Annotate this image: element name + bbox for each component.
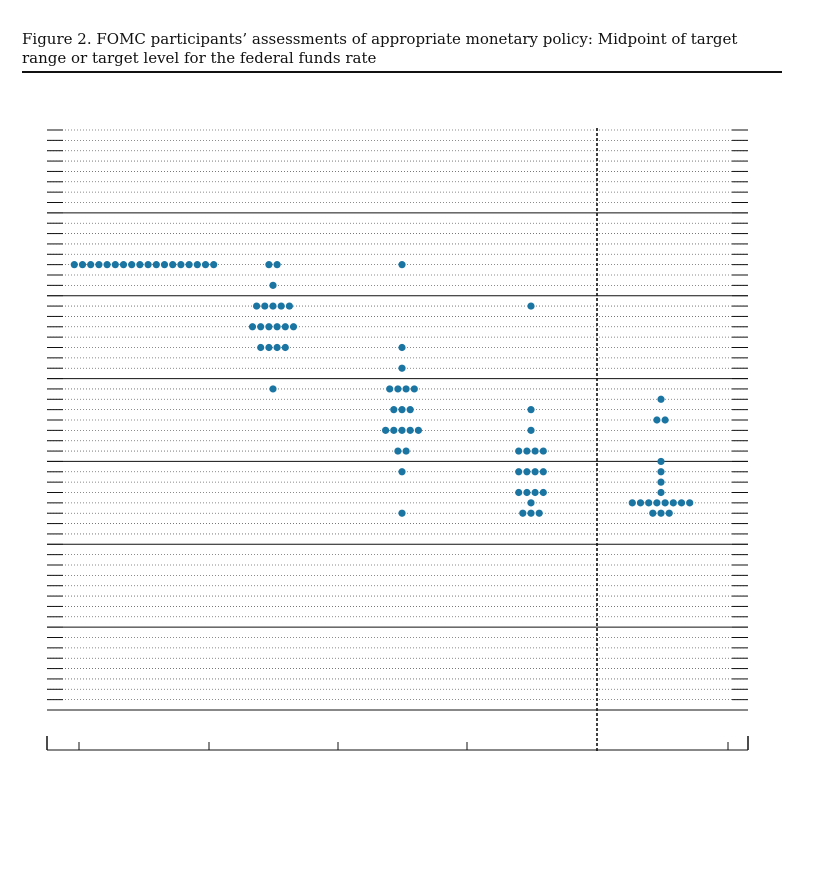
participant-dot — [382, 426, 390, 434]
participant-dot — [177, 261, 185, 269]
participant-dot — [269, 302, 277, 310]
participant-dot — [273, 343, 281, 352]
participant-dot — [87, 261, 95, 269]
participant-dot — [649, 509, 657, 517]
participant-dot — [398, 364, 406, 372]
participant-dot — [531, 488, 539, 497]
participant-dot — [160, 261, 169, 269]
participant-dot — [414, 426, 422, 434]
figure-title: Figure 2. FOMC participants’ assessments… — [22, 30, 738, 67]
participant-dot — [398, 509, 406, 517]
participant-dot — [410, 385, 418, 393]
participant-dot — [523, 447, 531, 455]
participant-dot — [665, 509, 673, 517]
participant-dot — [523, 468, 531, 476]
participant-dot — [527, 499, 535, 507]
participant-dot — [661, 499, 669, 507]
participant-dot — [119, 261, 128, 269]
participant-dot — [527, 302, 535, 310]
participant-dot — [257, 343, 265, 352]
participant-dot — [193, 261, 201, 269]
participant-dot — [539, 488, 547, 497]
participant-dot — [152, 261, 160, 269]
participant-dot — [269, 281, 277, 289]
participant-dot — [269, 385, 277, 393]
participant-dot — [527, 406, 535, 414]
participant-dot — [686, 499, 694, 507]
participant-dot — [144, 261, 152, 269]
participant-dot — [677, 499, 686, 507]
participant-dot — [398, 426, 406, 434]
participant-dot — [261, 302, 269, 310]
participant-dot — [136, 261, 144, 269]
participant-dot — [527, 426, 535, 434]
participant-dot — [669, 499, 677, 507]
participant-dot — [523, 488, 531, 497]
participant-dot — [185, 261, 193, 269]
participant-dot — [253, 302, 261, 310]
participant-dot — [394, 385, 402, 393]
participant-dot — [657, 478, 665, 486]
participant-dot — [531, 468, 539, 476]
participant-dot — [515, 447, 523, 455]
participant-dot — [628, 499, 636, 507]
participant-dot — [535, 509, 543, 517]
participant-dot — [402, 385, 410, 393]
participant-dot — [265, 261, 273, 269]
participant-dot — [257, 323, 265, 331]
participant-dot — [539, 447, 547, 455]
participant-dot — [273, 261, 281, 269]
participant-dot — [398, 468, 406, 476]
participant-dot — [95, 261, 103, 269]
participant-dot — [402, 447, 410, 455]
participant-dot — [515, 488, 523, 497]
participant-dot — [273, 323, 281, 331]
participant-dot — [277, 302, 285, 310]
data-points — [70, 261, 694, 517]
axes — [46, 128, 749, 752]
title-rule — [22, 71, 782, 73]
participant-dot — [103, 261, 111, 269]
participant-dot — [636, 499, 645, 507]
participant-dot — [398, 261, 406, 269]
participant-dot — [281, 323, 289, 331]
participant-dot — [78, 261, 87, 269]
grid-lines — [47, 129, 748, 711]
participant-dot — [527, 509, 535, 517]
participant-dot — [531, 447, 539, 455]
participant-dot — [289, 323, 298, 331]
participant-dot — [539, 468, 547, 476]
participant-dot — [653, 499, 661, 507]
participant-dot — [386, 385, 394, 393]
participant-dot — [406, 406, 414, 414]
participant-dot — [657, 509, 665, 517]
participant-dot — [657, 468, 665, 476]
participant-dot — [70, 261, 78, 269]
participant-dot — [661, 416, 669, 424]
participant-dot — [390, 406, 398, 414]
participant-dot — [515, 468, 523, 476]
participant-dot — [128, 261, 136, 269]
participant-dot — [390, 426, 398, 434]
participant-dot — [201, 261, 210, 269]
participant-dot — [111, 261, 119, 269]
participant-dot — [657, 395, 665, 403]
participant-dot — [645, 499, 653, 507]
participant-dot — [281, 343, 289, 352]
participant-dot — [285, 302, 293, 310]
participant-dot — [394, 447, 402, 455]
participant-dot — [265, 323, 273, 331]
participant-dot — [406, 426, 414, 434]
participant-dot — [657, 457, 665, 466]
participant-dot — [210, 261, 218, 269]
participant-dot — [657, 488, 665, 497]
participant-dot — [169, 261, 177, 269]
participant-dot — [653, 416, 661, 424]
participant-dot — [248, 323, 257, 331]
participant-dot — [398, 406, 406, 414]
participant-dot — [265, 343, 273, 352]
participant-dot — [398, 343, 406, 352]
participant-dot — [519, 509, 527, 517]
